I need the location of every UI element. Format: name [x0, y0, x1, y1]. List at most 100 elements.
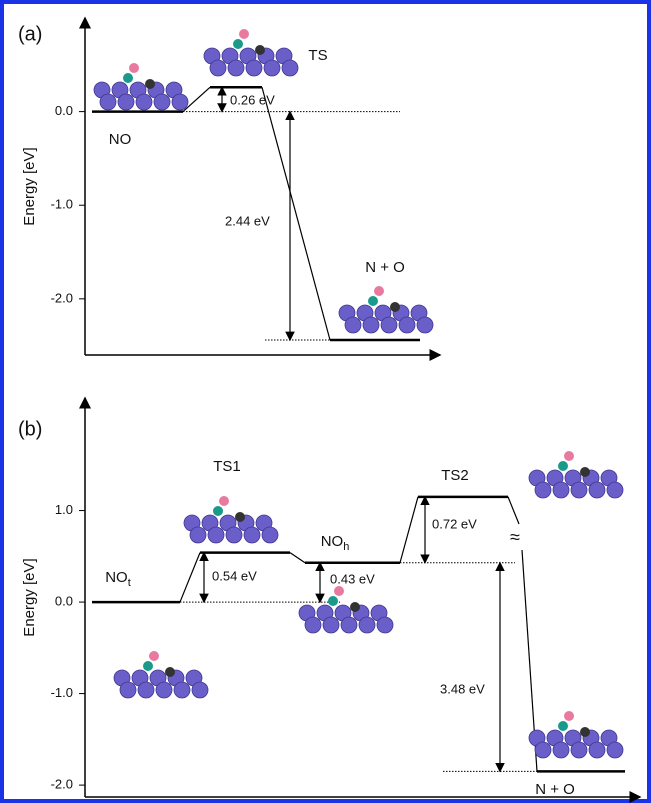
level-name: N + O: [365, 259, 405, 276]
panel-label: (b): [18, 418, 42, 440]
atom: [606, 741, 624, 759]
gap-label: 2.44 eV: [225, 213, 270, 228]
gap-label: 0.43 eV: [330, 571, 375, 586]
atom: [534, 481, 552, 499]
atom: [235, 512, 245, 522]
atom: [155, 681, 173, 699]
atom: [558, 461, 568, 471]
y-tick-label: -2.0: [51, 290, 73, 305]
atom: [558, 721, 568, 731]
atom: [245, 59, 263, 77]
atom: [219, 496, 229, 506]
atom: [368, 296, 378, 306]
level-label: N + O: [365, 259, 405, 276]
level-label: TS1: [213, 458, 241, 475]
atom: [149, 651, 159, 661]
y-axis-label: Energy [eV]: [21, 147, 38, 225]
molecule: [528, 451, 624, 499]
atom: [322, 616, 340, 634]
level-name: TS2: [441, 467, 469, 484]
atom: [117, 93, 135, 111]
atom: [189, 526, 207, 544]
atom: [119, 681, 137, 699]
atom: [137, 681, 155, 699]
atom: [209, 59, 227, 77]
atom: [171, 93, 189, 111]
atom: [281, 59, 299, 77]
atom: [344, 316, 362, 334]
level-subscript: t: [128, 577, 131, 589]
molecule: [203, 29, 299, 77]
atom: [263, 59, 281, 77]
atom: [570, 741, 588, 759]
atom: [552, 481, 570, 499]
atom: [390, 302, 400, 312]
y-tick-label: 1.0: [55, 502, 73, 517]
level-subscript: h: [343, 541, 349, 553]
level-label: NOt: [105, 569, 131, 589]
atom: [135, 93, 153, 111]
gap-label: 0.54 eV: [212, 568, 257, 583]
atom: [165, 667, 175, 677]
molecule: [528, 711, 624, 759]
level-label: NOh: [321, 533, 350, 553]
atom: [239, 29, 249, 39]
axis-break: ≈: [510, 527, 520, 547]
y-tick-label: -1.0: [51, 685, 73, 700]
connector: [289, 552, 306, 564]
atom: [580, 727, 590, 737]
level-label: TS: [308, 47, 327, 64]
level-label: TS2: [441, 467, 469, 484]
atom: [564, 711, 574, 721]
atom: [173, 681, 191, 699]
atom: [398, 316, 416, 334]
atom: [304, 616, 322, 634]
atom: [588, 481, 606, 499]
y-tick-label: -1.0: [51, 197, 73, 212]
y-tick-label: 0.0: [55, 103, 73, 118]
atom: [416, 316, 434, 334]
atom: [213, 506, 223, 516]
atom: [358, 616, 376, 634]
gap-label: 0.72 eV: [432, 516, 477, 531]
atom: [328, 596, 338, 606]
gap-label: 0.26 eV: [230, 92, 275, 107]
y-tick-label: -2.0: [51, 777, 73, 792]
atom: [99, 93, 117, 111]
atom: [129, 63, 139, 73]
molecule: [93, 63, 189, 111]
atom: [534, 741, 552, 759]
connector: [182, 86, 211, 113]
y-axis-label: Energy [eV]: [21, 558, 38, 636]
level-name: NO: [109, 131, 132, 148]
atom: [233, 39, 243, 49]
atom: [255, 45, 265, 55]
atom: [580, 467, 590, 477]
molecule: [298, 586, 394, 634]
connector: [507, 496, 520, 525]
panel-label: (a): [18, 23, 42, 45]
atom: [191, 681, 209, 699]
molecule: [338, 286, 434, 334]
atom: [207, 526, 225, 544]
atom: [340, 616, 358, 634]
atom: [153, 93, 171, 111]
atom: [362, 316, 380, 334]
atom: [570, 481, 588, 499]
y-tick-label: 0.0: [55, 594, 73, 609]
atom: [227, 59, 245, 77]
molecule: [183, 496, 279, 544]
atom: [606, 481, 624, 499]
atom: [374, 286, 384, 296]
level-name: TS1: [213, 458, 241, 475]
atom: [225, 526, 243, 544]
level-label: N + O: [535, 781, 575, 798]
level-label: NO: [109, 131, 132, 148]
atom: [380, 316, 398, 334]
atom: [123, 73, 133, 83]
atom: [143, 661, 153, 671]
level-name: N + O: [535, 781, 575, 798]
atom: [552, 741, 570, 759]
